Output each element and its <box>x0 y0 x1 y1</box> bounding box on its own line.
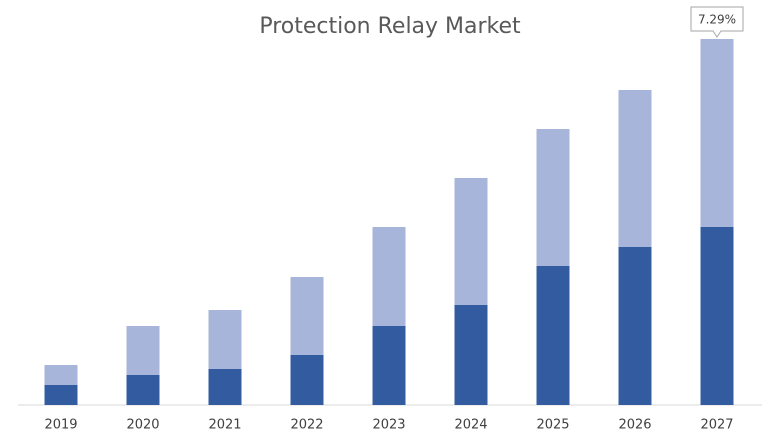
bar-segment <box>536 266 570 405</box>
x-tick-label: 2022 <box>290 418 323 433</box>
x-tick-label: 2027 <box>700 418 733 433</box>
bar-segment <box>208 369 242 405</box>
bar-segment <box>290 355 324 405</box>
x-tick-label: 2023 <box>372 418 405 433</box>
bar-segment <box>372 326 406 405</box>
bar-segment <box>454 305 488 405</box>
x-tick-label: 2021 <box>208 418 241 433</box>
bar-segment <box>126 326 160 375</box>
bar-segment <box>44 385 78 405</box>
bar-segment <box>618 90 652 247</box>
bar-segment <box>290 277 324 355</box>
bar-segment <box>126 375 160 405</box>
chart-title: Protection Relay Market <box>259 14 521 39</box>
bar-segment <box>700 39 734 227</box>
bar-segment <box>454 178 488 305</box>
bar-segment <box>536 129 570 266</box>
x-tick-label: 2026 <box>618 418 651 433</box>
bar-segment <box>700 227 734 405</box>
x-tick-label: 2019 <box>44 418 77 433</box>
x-tick-label: 2020 <box>126 418 159 433</box>
x-tick-label: 2025 <box>536 418 569 433</box>
bar-segment <box>44 365 78 385</box>
bar-segment <box>208 310 242 369</box>
bar-segment <box>618 247 652 405</box>
bar-segment <box>372 227 406 326</box>
annotation-callout <box>690 6 744 38</box>
annotation: 7.29% <box>698 13 736 27</box>
x-tick-label: 2024 <box>454 418 487 433</box>
